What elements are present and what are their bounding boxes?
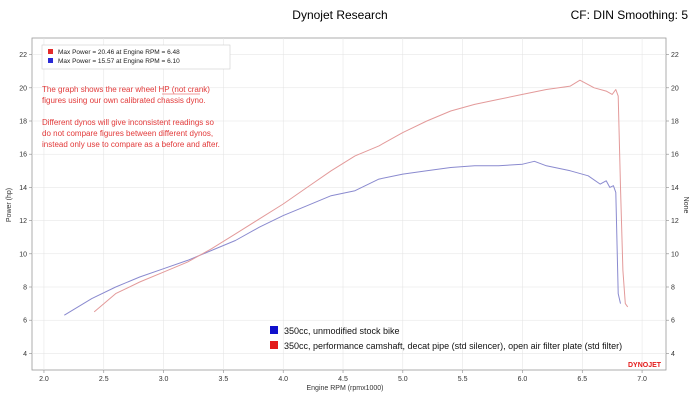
y-axis-title-right: None — [682, 197, 689, 214]
x-axis-title: Engine RPM (rpmx1000) — [306, 385, 383, 392]
legend-swatch-modified — [270, 341, 278, 349]
y-tick-label: 4 — [23, 351, 27, 358]
x-tick-label: 5.0 — [398, 376, 408, 383]
x-tick-label: 7.0 — [637, 376, 647, 383]
x-tick-label: 2.5 — [99, 376, 109, 383]
y-tick-label-right: 4 — [671, 351, 675, 358]
x-tick-label: 5.5 — [458, 376, 468, 383]
y-tick-label: 14 — [19, 185, 27, 192]
y-tick-label: 10 — [19, 251, 27, 258]
note-line-4: Different dynos will give inconsistent r… — [42, 118, 214, 127]
series-line-modified — [93, 79, 629, 313]
x-tick-label: 6.0 — [518, 376, 528, 383]
plot-area — [31, 37, 667, 371]
y-tick-label: 20 — [19, 85, 27, 92]
y-tick-label-right: 16 — [671, 152, 679, 159]
note-line-2: figures using our own calibrated chassis… — [42, 96, 206, 105]
note-line-5: do not compare figures between different… — [42, 129, 213, 138]
x-tick-label: 4.5 — [338, 376, 348, 383]
y-tick-label-right: 8 — [671, 285, 675, 292]
y-tick-label: 18 — [19, 119, 27, 126]
dyno-note: The graph shows the rear wheel HP (not c… — [42, 85, 220, 149]
y-tick-label: 8 — [23, 285, 27, 292]
y-tick-label-right: 20 — [671, 85, 679, 92]
max-power-swatch-red — [48, 49, 53, 54]
chart-header-settings: CF: DIN Smoothing: 5 — [570, 8, 688, 22]
x-tick-label: 2.0 — [39, 376, 49, 383]
note-line-1: The graph shows the rear wheel HP (not c… — [42, 85, 210, 94]
y-tick-label-right: 18 — [671, 119, 679, 126]
x-tick-label: 3.5 — [219, 376, 229, 383]
max-power-swatch-blue — [48, 58, 53, 63]
y-tick-label: 12 — [19, 218, 27, 225]
max-power-label-blue: Max Power = 15.57 at Engine RPM = 6.10 — [58, 58, 180, 65]
x-tick-label: 3.0 — [159, 376, 169, 383]
x-tick-label: 6.5 — [577, 376, 587, 383]
y-tick-label-right: 10 — [671, 251, 679, 258]
chart-header-title: Dynojet Research — [292, 8, 388, 22]
legend-label-stock: 350cc, unmodified stock bike — [284, 326, 400, 336]
max-power-box — [41, 44, 231, 70]
y-tick-label: 16 — [19, 152, 27, 159]
y-tick-label: 6 — [23, 318, 27, 325]
y-tick-label-right: 12 — [671, 218, 679, 225]
x-tick-label: 4.0 — [278, 376, 288, 383]
y-tick-label-right: 14 — [671, 185, 679, 192]
y-tick-label: 22 — [19, 52, 27, 59]
dynojet-logo: DYNOJET — [628, 362, 662, 369]
y-tick-label-right: 6 — [671, 318, 675, 325]
legend-label-modified: 350cc, performance camshaft, decat pipe … — [284, 341, 622, 351]
max-power-label-red: Max Power = 20.46 at Engine RPM = 6.48 — [58, 49, 180, 56]
y-axis-title: Power (hp) — [6, 188, 13, 222]
note-line-6: instead only use to compare as a before … — [42, 140, 220, 149]
series-line-stock — [64, 160, 621, 316]
y-tick-label-right: 22 — [671, 52, 679, 59]
legend-swatch-stock — [270, 326, 278, 334]
